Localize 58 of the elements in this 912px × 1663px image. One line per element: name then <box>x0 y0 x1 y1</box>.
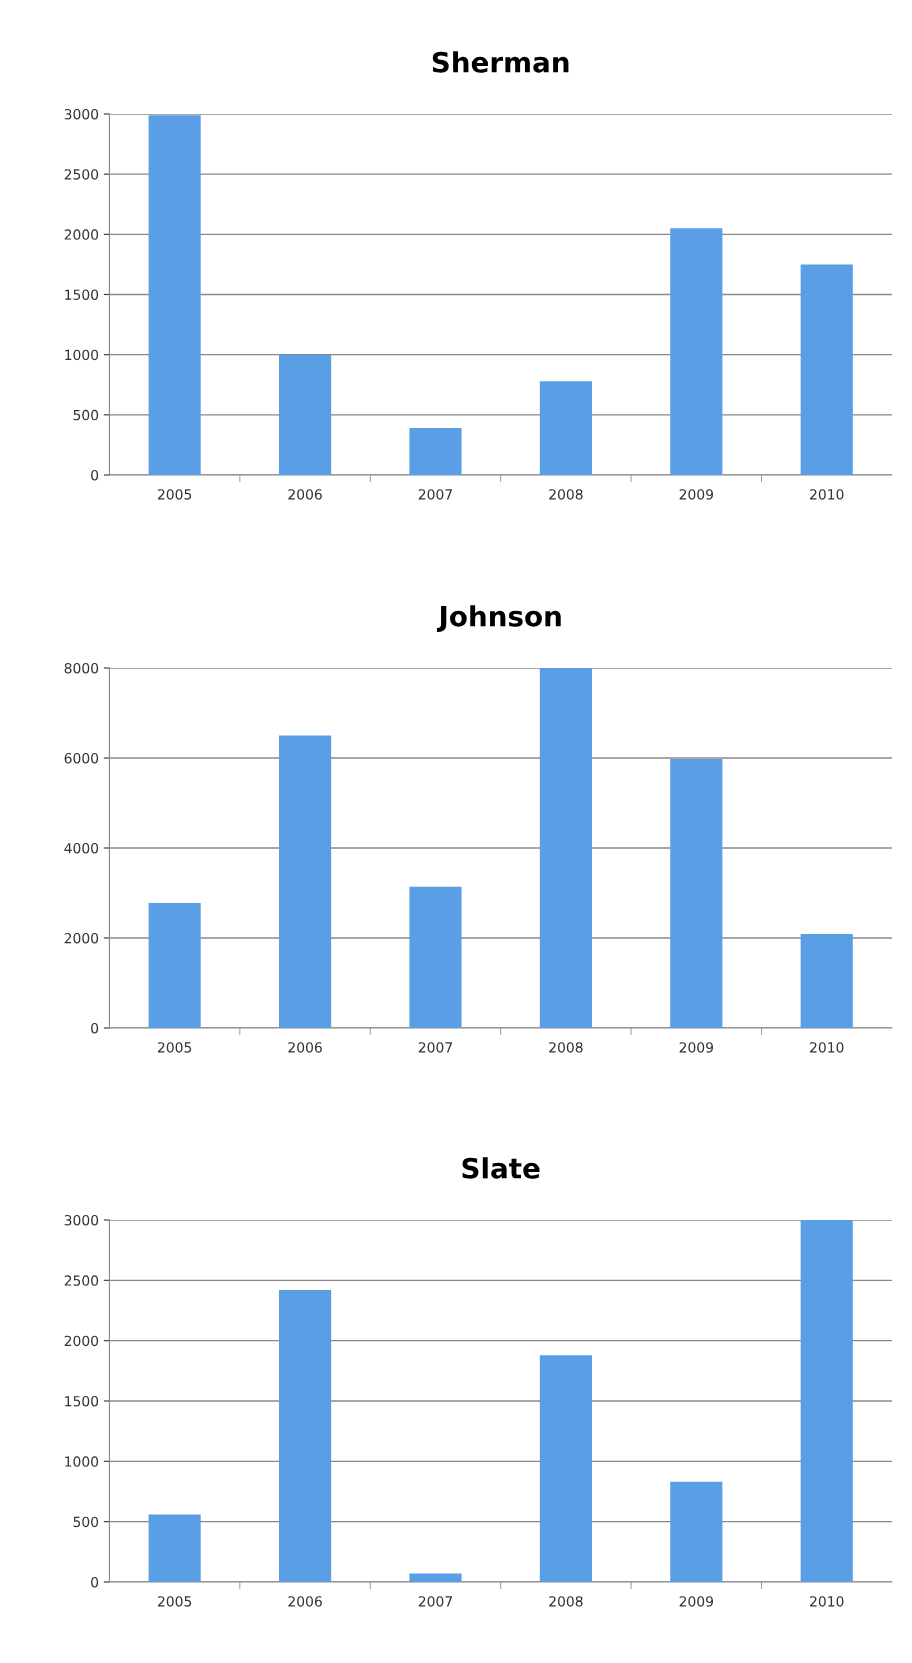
x-tick-label: 2010 <box>810 489 844 500</box>
bar <box>800 933 853 1028</box>
y-tick-label: 3000 <box>64 1214 99 1226</box>
x-tick-label: 2010 <box>810 1042 844 1053</box>
y-tick-label: 2500 <box>64 1275 99 1286</box>
x-tick-label: 2006 <box>288 1596 322 1607</box>
y-tick-label: 2000 <box>64 932 99 944</box>
bar <box>148 902 201 1028</box>
x-tick-label: 2005 <box>157 489 192 500</box>
y-tick-label: 500 <box>73 409 99 421</box>
y-tick-label: 0 <box>91 1022 99 1034</box>
y-tick-label: 1000 <box>65 349 99 361</box>
x-tick-label: 2006 <box>288 1042 322 1053</box>
bar <box>539 668 592 1028</box>
x-tick-label: 2008 <box>549 1596 583 1607</box>
bar <box>409 428 462 475</box>
x-tick-label: 2005 <box>157 1596 192 1607</box>
y-tick-label: 0 <box>91 1576 99 1588</box>
bar <box>670 228 723 475</box>
x-tick-label: 2007 <box>418 1596 452 1607</box>
y-tick-label: 2000 <box>64 1335 99 1347</box>
x-tick-label: 2008 <box>549 489 583 500</box>
chart-title: Sherman <box>432 51 569 73</box>
x-tick-label: 2005 <box>157 1042 192 1053</box>
bar <box>670 1481 723 1582</box>
bar <box>278 354 332 475</box>
bar <box>800 1220 853 1582</box>
bar <box>800 264 853 475</box>
y-tick-label: 0 <box>91 469 99 481</box>
y-tick-label: 1500 <box>65 289 99 300</box>
x-tick-label: 2009 <box>679 1042 714 1053</box>
y-tick-label: 6000 <box>64 752 99 764</box>
bar <box>539 381 592 475</box>
y-tick-label: 1500 <box>65 1395 99 1407</box>
y-tick-label: 2500 <box>64 169 99 180</box>
bar <box>278 735 332 1028</box>
x-tick-label: 2010 <box>810 1596 844 1607</box>
y-tick-label: 8000 <box>64 662 99 674</box>
y-tick-label: 4000 <box>64 842 99 854</box>
x-tick-label: 2009 <box>679 489 714 500</box>
bar <box>148 1514 201 1582</box>
x-tick-label: 2007 <box>418 1042 452 1053</box>
y-tick-label: 1000 <box>65 1456 99 1467</box>
chart-title: Johnson <box>436 605 561 632</box>
y-tick-label: 2000 <box>64 229 99 240</box>
y-tick-label: 500 <box>73 1516 99 1528</box>
bar <box>278 1289 332 1582</box>
x-tick-label: 2008 <box>549 1042 583 1053</box>
y-tick-label: 3000 <box>64 108 99 120</box>
bar <box>409 1573 462 1582</box>
bar <box>670 758 723 1028</box>
chart-title: Slate <box>462 1157 540 1179</box>
x-tick-label: 2007 <box>418 489 452 500</box>
bar <box>409 886 462 1028</box>
x-tick-label: 2006 <box>288 489 322 500</box>
bar <box>539 1355 592 1582</box>
bar <box>148 115 201 475</box>
x-tick-label: 2009 <box>679 1596 714 1607</box>
